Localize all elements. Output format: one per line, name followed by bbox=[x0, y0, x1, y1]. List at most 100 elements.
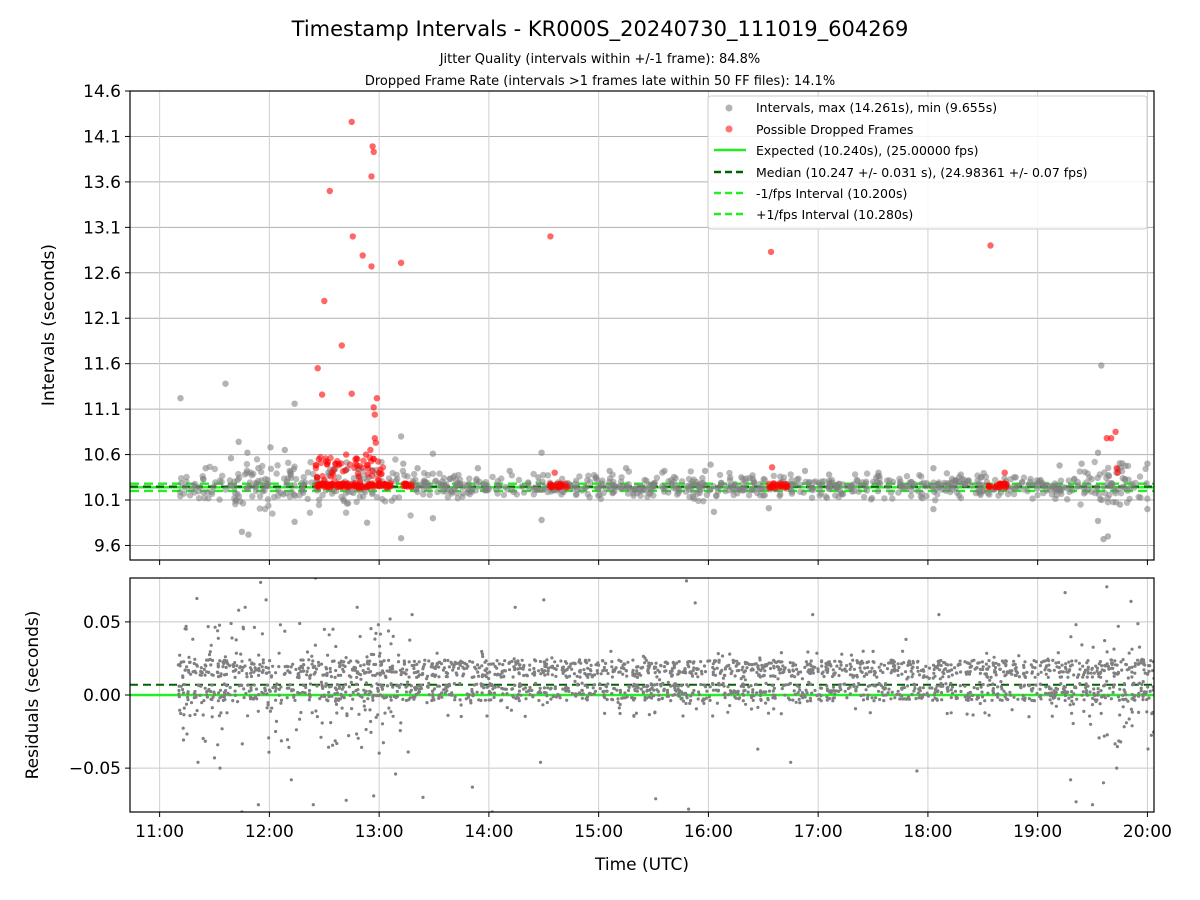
residual-point bbox=[772, 658, 776, 662]
interval-point bbox=[1096, 471, 1104, 478]
residual-point bbox=[1139, 689, 1143, 693]
residual-point bbox=[265, 683, 270, 687]
residual-point bbox=[1006, 698, 1010, 702]
residual-point bbox=[307, 698, 311, 702]
interval-point bbox=[267, 465, 275, 472]
residual-point bbox=[937, 613, 941, 617]
residual-point bbox=[1142, 668, 1146, 672]
interval-y-tick-label: 12.6 bbox=[83, 264, 121, 284]
residual-point bbox=[488, 670, 492, 674]
dropped-frame-point bbox=[773, 484, 780, 491]
interval-point bbox=[584, 490, 591, 498]
residual-point bbox=[289, 665, 293, 669]
residual-point bbox=[1146, 685, 1150, 689]
residual-point bbox=[737, 668, 741, 673]
legend-label-dropped: Possible Dropped Frames bbox=[756, 122, 913, 137]
interval-point bbox=[188, 486, 195, 493]
residual-point bbox=[945, 686, 949, 690]
interval-point bbox=[244, 485, 251, 492]
residual-point bbox=[953, 689, 958, 693]
residual-point bbox=[774, 660, 778, 665]
residual-point bbox=[750, 663, 754, 667]
interval-point bbox=[199, 473, 206, 480]
residual-point bbox=[660, 696, 664, 701]
residual-point bbox=[852, 667, 857, 671]
residual-point bbox=[669, 684, 673, 688]
residual-point bbox=[335, 683, 339, 687]
residual-point bbox=[267, 736, 271, 740]
residual-point bbox=[266, 701, 270, 705]
residual-point bbox=[271, 664, 275, 668]
residual-point bbox=[740, 668, 744, 672]
residual-point bbox=[387, 658, 391, 663]
residual-point bbox=[503, 659, 507, 663]
residual-point bbox=[757, 673, 761, 677]
residual-point bbox=[387, 706, 391, 710]
residual-point bbox=[1060, 663, 1064, 667]
residual-point bbox=[991, 663, 996, 667]
residual-point bbox=[501, 692, 505, 696]
interval-point bbox=[653, 474, 661, 481]
residual-point bbox=[419, 683, 424, 687]
interval-point bbox=[968, 482, 976, 489]
interval-point bbox=[353, 498, 360, 506]
residual-point bbox=[459, 714, 463, 719]
interval-y-tick-label: 13.6 bbox=[83, 173, 121, 193]
residual-point bbox=[502, 675, 506, 679]
residual-point bbox=[858, 666, 862, 670]
residual-point bbox=[378, 632, 383, 636]
residual-point bbox=[369, 730, 373, 735]
interval-point bbox=[1029, 495, 1036, 502]
residual-point bbox=[630, 696, 635, 700]
residual-point bbox=[485, 714, 489, 718]
interval-point bbox=[191, 480, 199, 488]
residual-point bbox=[1022, 684, 1026, 688]
residual-point bbox=[495, 673, 499, 677]
time-x-tick-label: 15:00 bbox=[574, 822, 623, 842]
residual-point bbox=[896, 689, 900, 693]
residual-point bbox=[997, 663, 1001, 667]
interval-point bbox=[618, 474, 625, 481]
residual-point bbox=[933, 688, 938, 692]
interval-point bbox=[1124, 487, 1131, 494]
residual-point bbox=[559, 659, 563, 663]
residual-point bbox=[610, 665, 614, 669]
residual-point bbox=[522, 663, 526, 668]
residual-point bbox=[1115, 745, 1119, 749]
residual-point bbox=[413, 695, 417, 699]
residual-point bbox=[353, 668, 357, 673]
interval-point bbox=[826, 485, 834, 493]
residual-point bbox=[762, 690, 766, 694]
interval-point bbox=[902, 483, 910, 490]
interval-point bbox=[585, 472, 592, 479]
residual-point bbox=[1109, 658, 1113, 662]
residual-point bbox=[355, 732, 359, 736]
residual-point bbox=[587, 658, 591, 662]
residual-point bbox=[614, 666, 618, 670]
residual-point bbox=[177, 692, 181, 696]
residual-point bbox=[889, 697, 893, 701]
interval-point bbox=[687, 468, 694, 475]
residual-point bbox=[1064, 662, 1068, 666]
residual-point bbox=[996, 695, 1000, 699]
residual-point bbox=[872, 684, 876, 688]
residual-point bbox=[345, 714, 349, 718]
interval-point bbox=[761, 476, 768, 483]
residual-point bbox=[406, 680, 410, 684]
interval-point bbox=[258, 477, 265, 484]
residual-point bbox=[862, 674, 866, 678]
residual-point bbox=[486, 684, 490, 688]
interval-point bbox=[287, 474, 295, 482]
residual-point bbox=[298, 621, 302, 626]
residual-point bbox=[285, 686, 289, 690]
interval-point bbox=[883, 477, 891, 484]
interval-point bbox=[710, 508, 718, 515]
residual-point bbox=[569, 662, 573, 666]
dropped-frame-points bbox=[312, 118, 1122, 491]
residual-point bbox=[216, 636, 220, 640]
residual-point bbox=[712, 659, 717, 663]
dropped-frame-point bbox=[354, 470, 362, 477]
residual-point bbox=[366, 697, 370, 701]
interval-point bbox=[918, 480, 925, 488]
residual-point bbox=[240, 659, 244, 663]
